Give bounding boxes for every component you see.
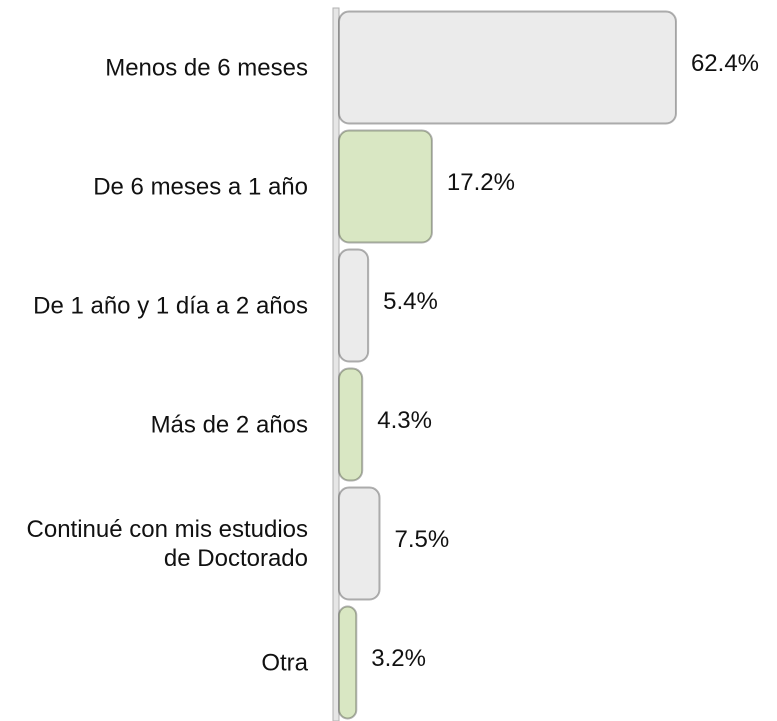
category-label: Menos de 6 meses bbox=[105, 54, 308, 81]
bar bbox=[338, 605, 358, 720]
category-label: Otra bbox=[261, 649, 308, 676]
value-label: 3.2% bbox=[371, 644, 426, 672]
category-label: De 6 meses a 1 año bbox=[93, 173, 308, 200]
axis-line bbox=[332, 7, 340, 721]
value-label: 62.4% bbox=[690, 49, 760, 77]
category-label: Continué con mis estudios de Doctorado bbox=[26, 515, 308, 572]
bar bbox=[338, 248, 370, 363]
bar bbox=[338, 129, 433, 244]
value-label: 5.4% bbox=[383, 287, 438, 315]
value-label: 4.3% bbox=[377, 406, 432, 434]
value-label: 7.5% bbox=[394, 525, 450, 553]
category-label: Más de 2 años bbox=[150, 411, 308, 438]
bar bbox=[338, 486, 381, 601]
bar bbox=[338, 10, 677, 125]
category-label: De 1 año y 1 día a 2 años bbox=[33, 292, 308, 319]
bar bbox=[338, 367, 364, 482]
value-label: 17.2% bbox=[446, 168, 515, 196]
